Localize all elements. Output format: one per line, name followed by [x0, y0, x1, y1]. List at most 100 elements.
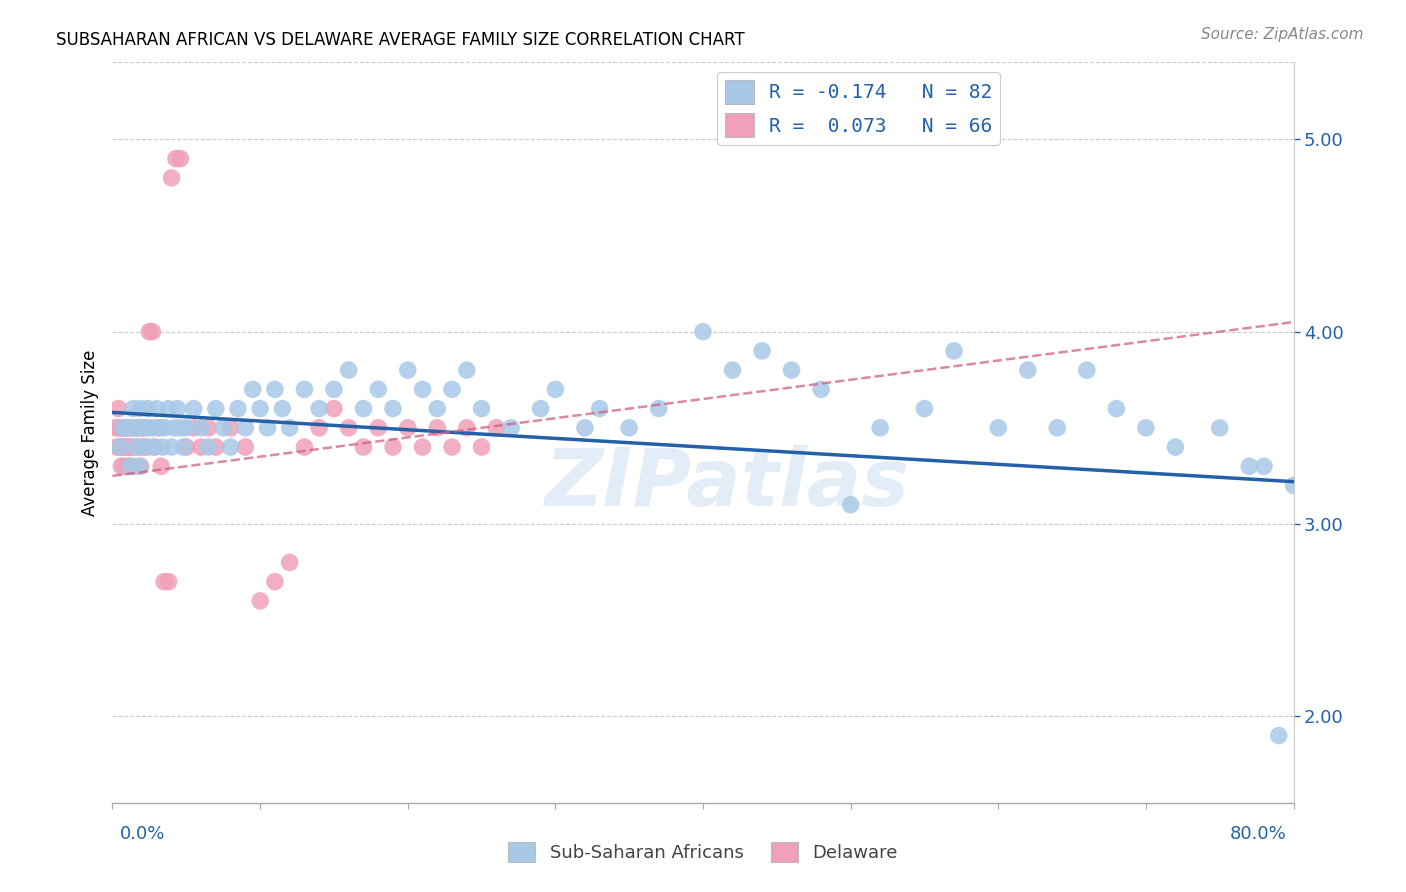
Point — [107, 401, 129, 416]
Point — [111, 421, 134, 435]
Point — [426, 421, 449, 435]
Point — [367, 421, 389, 435]
Point — [111, 421, 134, 435]
Point — [134, 440, 156, 454]
Point — [942, 343, 965, 358]
Point — [121, 440, 143, 454]
Point — [105, 440, 128, 454]
Point — [163, 421, 186, 435]
Point — [271, 401, 294, 416]
Point — [456, 363, 478, 377]
Point — [129, 459, 152, 474]
Point — [426, 401, 449, 416]
Point — [183, 421, 205, 435]
Legend: R = -0.174   N = 82, R =  0.073   N = 66: R = -0.174 N = 82, R = 0.073 N = 66 — [717, 72, 1000, 145]
Point — [470, 401, 494, 416]
Point — [135, 440, 157, 454]
Point — [114, 440, 136, 454]
Point — [810, 382, 832, 396]
Point — [1282, 478, 1305, 492]
Point — [219, 440, 242, 454]
Point — [110, 421, 132, 435]
Point — [197, 421, 219, 435]
Point — [146, 401, 169, 416]
Point — [125, 440, 148, 454]
Point — [174, 421, 197, 435]
Point — [529, 401, 551, 416]
Point — [1076, 363, 1098, 377]
Point — [278, 421, 301, 435]
Point — [914, 401, 936, 416]
Point — [153, 574, 176, 589]
Point — [456, 421, 478, 435]
Point — [148, 421, 170, 435]
Point — [120, 459, 142, 474]
Point — [396, 363, 419, 377]
Point — [869, 421, 891, 435]
Point — [166, 401, 188, 416]
Point — [249, 594, 271, 608]
Point — [160, 440, 183, 454]
Point — [352, 401, 374, 416]
Point — [131, 421, 153, 435]
Point — [1253, 459, 1275, 474]
Point — [136, 401, 159, 416]
Point — [128, 440, 150, 454]
Point — [485, 421, 508, 435]
Point — [169, 152, 191, 166]
Point — [337, 363, 360, 377]
Point — [501, 421, 523, 435]
Point — [155, 421, 177, 435]
Text: 80.0%: 80.0% — [1230, 825, 1286, 843]
Point — [160, 170, 183, 185]
Point — [1135, 421, 1157, 435]
Point — [120, 440, 142, 454]
Point — [110, 459, 132, 474]
Point — [205, 401, 228, 416]
Point — [125, 440, 148, 454]
Point — [249, 401, 271, 416]
Point — [323, 401, 346, 416]
Point — [122, 459, 145, 474]
Point — [256, 421, 278, 435]
Point — [619, 421, 641, 435]
Point — [1208, 421, 1232, 435]
Point — [1268, 729, 1291, 743]
Point — [219, 421, 242, 435]
Point — [142, 421, 165, 435]
Point — [382, 401, 405, 416]
Point — [411, 440, 433, 454]
Point — [190, 421, 212, 435]
Point — [367, 382, 389, 396]
Point — [131, 421, 153, 435]
Point — [190, 440, 212, 454]
Point — [574, 421, 596, 435]
Point — [118, 440, 141, 454]
Point — [205, 440, 228, 454]
Point — [352, 440, 374, 454]
Point — [117, 421, 138, 435]
Point — [226, 401, 249, 416]
Point — [174, 440, 197, 454]
Point — [692, 325, 714, 339]
Point — [382, 440, 405, 454]
Point — [112, 459, 135, 474]
Point — [132, 440, 155, 454]
Point — [1046, 421, 1069, 435]
Point — [470, 440, 494, 454]
Point — [117, 459, 138, 474]
Point — [233, 421, 256, 435]
Point — [165, 152, 187, 166]
Legend: Sub-Saharan Africans, Delaware: Sub-Saharan Africans, Delaware — [501, 834, 905, 870]
Point — [1105, 401, 1128, 416]
Point — [441, 440, 464, 454]
Point — [308, 401, 330, 416]
Text: ZIPatlas: ZIPatlas — [544, 445, 910, 524]
Point — [396, 421, 419, 435]
Point — [108, 421, 131, 435]
Point — [233, 440, 256, 454]
Point — [141, 325, 163, 339]
Point — [1017, 363, 1039, 377]
Point — [104, 421, 127, 435]
Point — [108, 440, 131, 454]
